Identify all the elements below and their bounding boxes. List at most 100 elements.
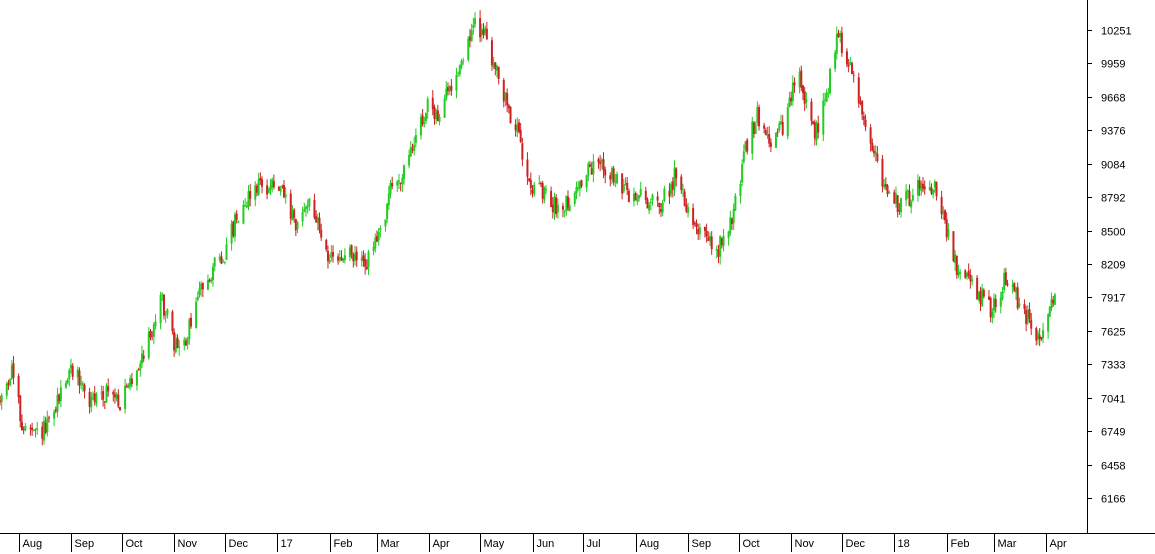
candle-body: [397, 180, 400, 183]
candle-body: [1035, 327, 1038, 341]
candle-body: [210, 279, 213, 282]
candle-body: [80, 383, 83, 385]
candle-body: [269, 185, 272, 190]
candle-body: [869, 127, 872, 144]
candle-body: [769, 142, 772, 147]
candle-body: [93, 393, 96, 402]
candle-body: [543, 187, 546, 200]
candle-body: [283, 185, 286, 198]
candle-body: [1025, 309, 1028, 324]
candle-body: [78, 370, 81, 386]
candle-body: [66, 379, 69, 384]
candle-body: [281, 186, 284, 188]
candle-body: [578, 181, 581, 190]
candle-body: [19, 395, 22, 422]
candle-body: [681, 189, 684, 191]
candle-body: [408, 154, 411, 166]
candle-body: [53, 411, 56, 419]
candle-body: [638, 195, 641, 199]
candle-body: [0, 400, 1, 403]
y-tick-label: 8500: [1101, 227, 1125, 239]
candle-body: [905, 191, 908, 201]
candle-body: [675, 168, 678, 179]
candle-body: [538, 182, 541, 184]
candle-body: [1013, 282, 1016, 291]
candle-body: [720, 238, 723, 245]
candle-body: [1026, 310, 1029, 323]
candle-body: [1047, 314, 1050, 332]
candle-body: [130, 378, 133, 385]
candle-body: [222, 261, 225, 263]
candle-body: [864, 119, 867, 128]
candle-body: [561, 205, 564, 210]
candle-body: [137, 369, 140, 371]
candle-body: [159, 294, 162, 324]
candle-body: [1028, 309, 1031, 319]
candle-body: [517, 122, 520, 132]
x-tick-label: 17: [281, 538, 293, 550]
candle-body: [271, 179, 274, 188]
candle-body: [375, 236, 378, 242]
candle-body: [649, 201, 652, 204]
candle-body: [774, 132, 777, 148]
y-tick-label: 6458: [1101, 461, 1125, 473]
candle-body: [354, 253, 357, 261]
candle-body: [609, 175, 612, 180]
candle-body: [1030, 319, 1033, 329]
candle-body: [401, 177, 404, 185]
candle-body: [315, 216, 318, 223]
candle-body: [884, 184, 887, 187]
candle-body: [942, 210, 945, 214]
candle-body: [680, 176, 683, 190]
candle-body: [247, 191, 250, 208]
candle-body: [188, 319, 191, 339]
candle-body: [922, 184, 925, 189]
candle-body: [982, 290, 985, 297]
candle-body: [455, 74, 458, 91]
candle-body: [9, 378, 12, 386]
candle-body: [296, 222, 299, 229]
candle-body: [742, 151, 745, 163]
candle-body: [36, 428, 39, 430]
candle-body: [651, 194, 654, 200]
candle-body: [504, 92, 507, 101]
candle-body: [48, 417, 51, 419]
candle-body: [976, 277, 979, 300]
x-tick-label: Jun: [537, 538, 555, 550]
candle-body: [164, 315, 167, 317]
x-tick-label: Dec: [229, 538, 249, 550]
candle-body: [670, 183, 673, 195]
candle-body: [1036, 332, 1039, 340]
candle-body: [1053, 294, 1056, 305]
candle-body: [644, 190, 647, 200]
candle-body: [636, 198, 639, 202]
candle-body: [553, 196, 556, 214]
candle-body: [277, 186, 280, 191]
candle-body: [12, 363, 15, 378]
candle-body: [490, 40, 493, 66]
candle-body: [186, 338, 189, 344]
candle-body: [632, 193, 635, 202]
candle-body: [139, 363, 142, 370]
candle-body: [955, 255, 958, 276]
candle-body: [627, 190, 630, 203]
candle-body: [834, 52, 837, 69]
candle-body: [431, 97, 434, 110]
candle-body: [31, 427, 34, 431]
y-tick-label: 7041: [1101, 394, 1125, 406]
candle-body: [822, 100, 825, 135]
candle-body: [592, 161, 595, 175]
candle-body: [423, 122, 426, 124]
candle-body: [732, 208, 735, 223]
x-tick-label: Feb: [951, 538, 970, 550]
candle-body: [805, 99, 808, 102]
candle-body: [790, 97, 793, 102]
candle-body: [893, 192, 896, 204]
candle-body: [778, 123, 781, 131]
x-axis: Aug Sep Oct Nov Dec 17 Feb Mar Apr May Jun Jul Aug Se…: [19, 533, 1067, 552]
candle-body: [947, 229, 950, 237]
candle-body: [1048, 306, 1051, 317]
candle-body: [135, 370, 138, 386]
candle-body: [506, 93, 509, 106]
candle-body: [470, 30, 473, 42]
